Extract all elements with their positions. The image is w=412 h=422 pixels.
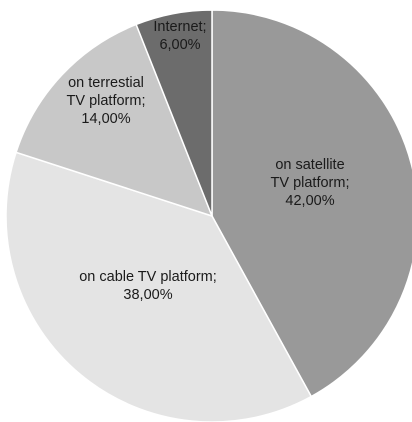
pie-slice-label-3: Internet; 6,00% (153, 19, 206, 53)
pie-slice-2 (15, 23, 214, 218)
pie-slice-label-1: on cable TV platform; 38,00% (79, 269, 217, 303)
pie-slice-label-line: on terrestial (68, 75, 144, 91)
pie-slice-label-line: 14,00% (81, 111, 130, 127)
pie-slice-label-line: 38,00% (123, 287, 172, 303)
pie-slices (5, 9, 412, 422)
pie-slice-label-line: TV platform; (67, 93, 146, 109)
pie-slice-1 (5, 151, 313, 422)
pie-slice-label-2: on terrestial TV platform; 14,00% (67, 75, 146, 127)
pie-slice-label-line: 6,00% (159, 37, 200, 53)
pie-slice-label-line: 42,00% (285, 193, 334, 209)
pie-slice-label-0: on satellite TV platform; 42,00% (271, 157, 350, 209)
pie-slice-label-line: on cable TV platform; (79, 269, 217, 285)
pie-slice-label-line: Internet; (153, 19, 206, 35)
pie-labels: on satellite TV platform; 42,00% on cable T… (67, 19, 350, 303)
pie-slice-3 (135, 9, 213, 217)
pie-slice-label-line: TV platform; (271, 175, 350, 191)
pie-slice-label-line: on satellite (275, 157, 344, 173)
